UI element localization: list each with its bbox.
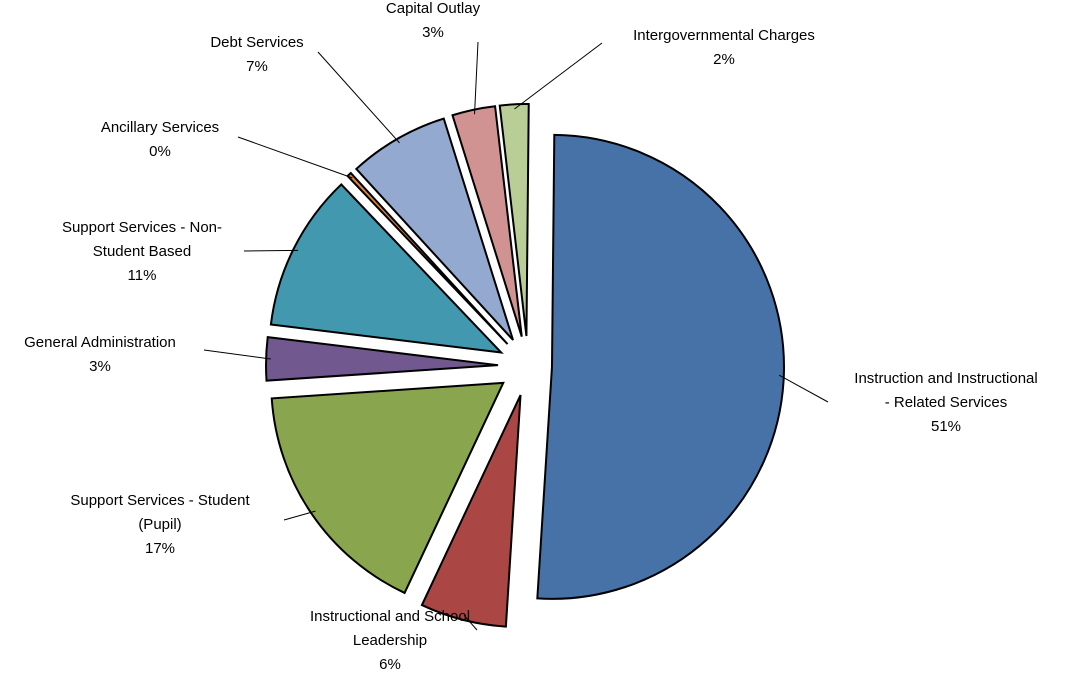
slice-name-line: Instruction and Instructional: [854, 370, 1037, 387]
slice-name-line: Support Services - Non-: [62, 219, 222, 236]
pie-slice: [420, 394, 522, 628]
slice-percent: 7%: [246, 58, 268, 75]
leader-line: [463, 614, 478, 631]
pie-slice: [451, 105, 523, 337]
slice-name-line: (Pupil): [138, 516, 181, 533]
slice-label: Support Services - Student (Pupil) 17%: [70, 492, 250, 557]
slice-percent: 2%: [713, 51, 735, 68]
slice-name-line: Instructional and School: [310, 608, 470, 625]
slice-name-line: Leadership: [353, 632, 427, 649]
slice-name-line: - Related Services: [885, 394, 1008, 411]
slice-label: Instruction and Instructional - Related S…: [854, 370, 1037, 435]
slice-name-line: Support Services - Student: [70, 492, 250, 509]
slice-name-line: Capital Outlay: [386, 0, 481, 17]
pie-slices: [265, 103, 785, 628]
slice-percent: 51%: [931, 418, 961, 435]
slice-percent: 17%: [145, 540, 175, 557]
slice-label: Support Services - Non- Student Based 11%: [62, 219, 222, 284]
leader-line: [778, 374, 829, 403]
leader-lines: [203, 41, 829, 631]
leader-line: [203, 349, 271, 360]
slice-name-line: General Administration: [24, 334, 176, 351]
leader-line: [283, 510, 316, 521]
slice-percent: 3%: [422, 24, 444, 41]
slice-percent: 6%: [379, 656, 401, 673]
slice-label: Capital Outlay 3%: [386, 0, 481, 41]
slice-label: Ancillary Services 0%: [101, 119, 219, 160]
slice-percent: 0%: [149, 143, 171, 160]
pie-slice: [270, 381, 505, 595]
leader-line: [317, 51, 400, 144]
pie-slice: [536, 133, 785, 600]
pie-slice: [354, 117, 514, 341]
slice-label: General Administration 3%: [24, 334, 176, 375]
slice-percent: 11%: [128, 267, 157, 284]
leader-line: [243, 249, 299, 252]
slice-label: Intergovernmental Charges 2%: [633, 27, 815, 68]
data-labels: Instruction and Instructional - Related S…: [24, 0, 1038, 673]
pie-slice: [498, 103, 530, 337]
leader-line: [474, 41, 479, 115]
slice-percent: 3%: [89, 358, 111, 375]
pie-slice: [269, 183, 504, 354]
slice-label: Debt Services 7%: [210, 34, 303, 75]
leader-line: [514, 42, 603, 110]
slice-name-line: Ancillary Services: [101, 119, 219, 136]
slice-name-line: Debt Services: [210, 34, 303, 51]
leader-line: [237, 136, 353, 179]
slice-name-line: Student Based: [93, 243, 191, 260]
slice-name-line: Intergovernmental Charges: [633, 27, 815, 44]
slice-label: Instructional and School Leadership 6%: [310, 608, 470, 673]
